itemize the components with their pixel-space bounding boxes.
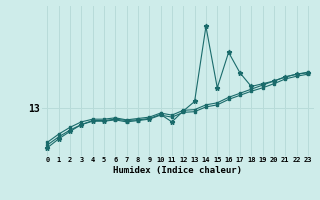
X-axis label: Humidex (Indice chaleur): Humidex (Indice chaleur) [113, 166, 242, 175]
